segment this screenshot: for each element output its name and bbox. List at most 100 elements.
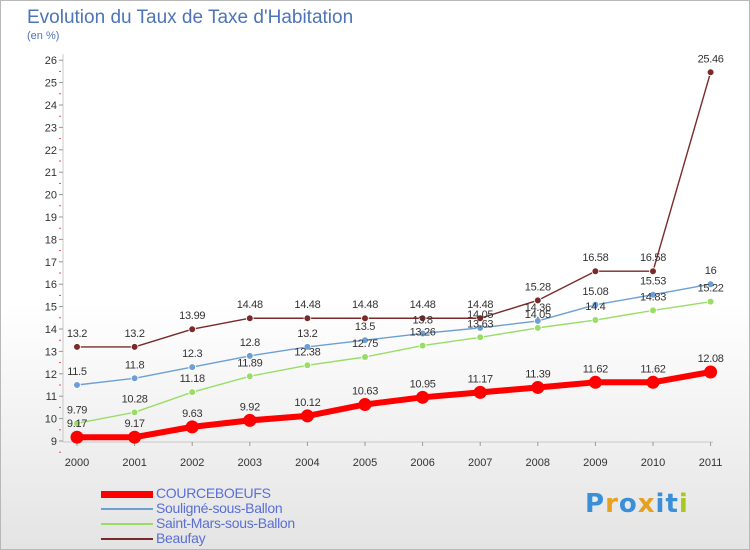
x-tick-label: 2011: [699, 457, 723, 469]
legend-swatch: [101, 523, 153, 525]
data-label: 14.48: [410, 299, 436, 311]
logo-letter: i: [678, 489, 689, 519]
data-point: [706, 68, 715, 77]
y-tick-label: 12: [45, 369, 57, 381]
y-tick-label: 11: [46, 391, 57, 403]
x-tick-label: 2005: [353, 457, 377, 469]
data-label: 10.28: [122, 393, 148, 405]
legend-swatch: [101, 508, 153, 510]
logo-letter: i: [655, 489, 666, 519]
data-point: [246, 352, 254, 360]
data-label: 13.8: [412, 314, 432, 326]
data-label: 13.99: [179, 310, 205, 322]
data-label: 16.58: [640, 252, 666, 264]
data-label: 10.95: [410, 378, 436, 390]
data-label: 11.62: [583, 363, 608, 375]
y-tick-label: 26: [45, 55, 57, 67]
data-label: 25.46: [698, 53, 724, 65]
x-tick-label: 2007: [468, 457, 492, 469]
data-point: [130, 343, 139, 351]
data-label: 9.92: [240, 401, 260, 413]
series-line: [77, 369, 712, 441]
data-point: [361, 353, 369, 361]
data-point: [73, 343, 81, 351]
data-point: [649, 267, 657, 276]
data-label: 10.63: [352, 385, 378, 397]
data-point: [243, 413, 257, 427]
data-point: [73, 381, 81, 389]
series-line: [77, 72, 712, 348]
data-label: 12.3: [182, 348, 202, 360]
data-point: [649, 306, 657, 315]
data-label: 14.48: [294, 299, 320, 311]
data-label: 14.36: [525, 302, 551, 314]
data-label: 13.2: [67, 328, 87, 340]
legend-item: COURCEBOEUFS: [101, 485, 361, 501]
data-point: [591, 316, 600, 324]
data-point: [246, 314, 254, 323]
y-tick-label: 25: [45, 78, 57, 90]
data-label: 13.2: [124, 328, 144, 340]
legend-label: COURCEBOEUFS: [156, 485, 271, 501]
legend-item: Souligné-sous-Ballon: [101, 500, 361, 516]
y-tick-label: 17: [45, 257, 57, 269]
data-point: [188, 325, 197, 334]
legend-label: Souligné-sous-Ballon: [156, 500, 283, 516]
data-point: [649, 290, 657, 299]
data-point: [476, 314, 485, 323]
data-point: [418, 341, 427, 350]
data-point: [588, 375, 602, 389]
data-point: [476, 324, 485, 332]
data-label: 14.48: [352, 299, 378, 311]
data-label: 12.8: [240, 337, 260, 349]
y-tick-label: 9: [51, 436, 57, 448]
data-label: 14.83: [640, 291, 666, 303]
logo-letter: o: [618, 489, 638, 519]
series-line: [76, 300, 711, 424]
data-label: 14.05: [525, 309, 551, 321]
y-tick-label: 24: [45, 100, 57, 112]
data-point: [130, 374, 139, 383]
data-label: 15.53: [640, 276, 666, 288]
data-point: [73, 419, 81, 428]
data-label: 13.63: [467, 318, 493, 330]
data-label: 11.17: [468, 373, 493, 385]
data-point: [188, 388, 197, 396]
data-label: 9.79: [67, 404, 87, 416]
data-label: 13.26: [410, 327, 436, 339]
data-point: [533, 296, 542, 305]
data-label: 12.38: [294, 346, 320, 358]
y-tick-label: 23: [45, 122, 57, 134]
logo-letter: t: [665, 489, 679, 519]
data-label: 9.17: [67, 418, 87, 430]
data-point: [476, 333, 485, 342]
chart-subtitle: (en %): [27, 30, 60, 42]
data-label: 11.62: [640, 363, 665, 375]
legend-swatch: [101, 491, 153, 498]
data-label: 13.2: [297, 328, 317, 340]
data-point: [246, 372, 254, 381]
legend-label: Saint-Mars-sous-Ballon: [156, 515, 295, 531]
data-point: [646, 375, 660, 389]
x-tick-label: 2000: [65, 457, 89, 469]
x-tick-label: 2008: [526, 457, 550, 469]
data-point: [591, 301, 600, 309]
data-label: 15.22: [698, 283, 724, 295]
y-tick-label: 10: [45, 414, 57, 426]
x-tick-label: 2002: [180, 457, 204, 469]
legend-swatch: [101, 538, 153, 540]
data-point: [416, 390, 430, 404]
data-point: [533, 324, 542, 332]
data-label: 9.17: [124, 418, 144, 430]
legend-label: Beaufay: [156, 530, 206, 546]
x-tick-label: 2006: [410, 457, 434, 469]
data-point: [418, 329, 427, 338]
data-label: 10.12: [294, 397, 320, 409]
y-tick-label: 19: [45, 212, 57, 224]
data-label: 15.08: [582, 286, 608, 298]
y-tick-label: 20: [45, 190, 57, 202]
proxiti-logo: Proxiti: [585, 489, 689, 519]
data-point: [706, 280, 715, 289]
data-label: 16.58: [582, 252, 608, 264]
